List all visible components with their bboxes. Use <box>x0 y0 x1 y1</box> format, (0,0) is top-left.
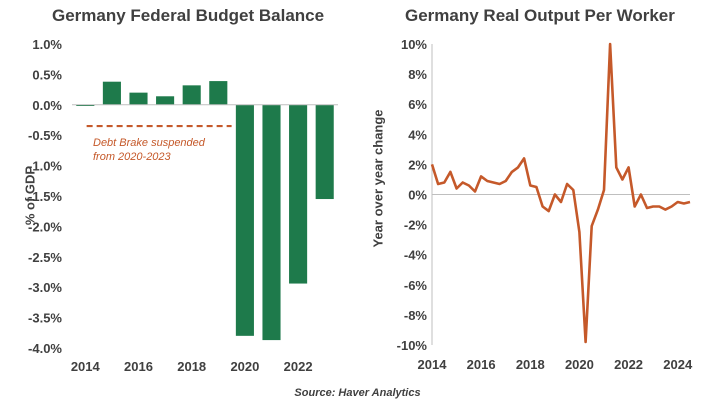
bar-2017 <box>156 96 175 105</box>
x-tick-label: 2014 <box>71 359 101 374</box>
bar-2015 <box>102 81 121 105</box>
debt-brake-annotation: Debt Brake suspended from 2020-2023 <box>93 136 205 164</box>
x-tick-label: 2022 <box>614 357 643 372</box>
y-tick-label: -1.0% <box>28 159 62 174</box>
bar-2014 <box>76 104 95 106</box>
bar-2020 <box>235 104 254 336</box>
y-tick-label: 2% <box>408 157 427 172</box>
y-tick-label: 0.5% <box>32 67 62 82</box>
x-tick-label: 2018 <box>177 359 206 374</box>
y-tick-label: -2.0% <box>28 219 62 234</box>
bar-2018 <box>182 85 201 105</box>
bar-2016 <box>129 92 148 105</box>
y-tick-label: 0.0% <box>32 98 62 113</box>
y-tick-label: -1.5% <box>28 189 62 204</box>
chart-title-budget-balance: Germany Federal Budget Balance <box>52 6 325 25</box>
y-tick-label: -2% <box>404 218 428 233</box>
x-tick-label: 2016 <box>467 357 496 372</box>
y-tick-label: -0.5% <box>28 128 62 143</box>
y-tick-label: -4.0% <box>28 341 62 356</box>
bar-2022 <box>289 104 308 284</box>
y-tick-label: -3.5% <box>28 311 62 326</box>
chart-title-output-per-worker: Germany Real Output Per Worker <box>405 6 675 25</box>
x-tick-label: 2024 <box>663 357 693 372</box>
x-tick-label: 2016 <box>124 359 153 374</box>
y-tick-label: 1.0% <box>32 37 62 52</box>
bar-2021 <box>262 104 281 341</box>
bar-2019 <box>209 81 228 105</box>
x-tick-label: 2022 <box>284 359 313 374</box>
y-tick-label: -8% <box>404 308 428 323</box>
y-tick-label: -6% <box>404 278 428 293</box>
x-tick-label: 2018 <box>516 357 545 372</box>
y-tick-label: -2.5% <box>28 250 62 265</box>
x-tick-label: 2020 <box>230 359 259 374</box>
output-per-worker-line <box>430 42 691 344</box>
bar-2023 <box>315 104 334 200</box>
x-tick-label: 2014 <box>418 357 448 372</box>
y-tick-label: 8% <box>408 67 427 82</box>
y-tick-label: -3.0% <box>28 280 62 295</box>
annotation-line-1: Debt Brake suspended <box>93 137 205 149</box>
y-tick-label: 10% <box>401 37 427 52</box>
y-tick-label: 6% <box>408 97 427 112</box>
y-tick-label: 4% <box>408 127 427 142</box>
source-note: Source: Haver Analytics <box>294 387 421 399</box>
x-tick-label: 2020 <box>565 357 594 372</box>
y-tick-label: 0% <box>408 188 427 203</box>
y-tick-label: -4% <box>404 248 428 263</box>
y-tick-label: -10% <box>397 338 428 353</box>
annotation-line-2: from 2020-2023 <box>93 151 171 163</box>
